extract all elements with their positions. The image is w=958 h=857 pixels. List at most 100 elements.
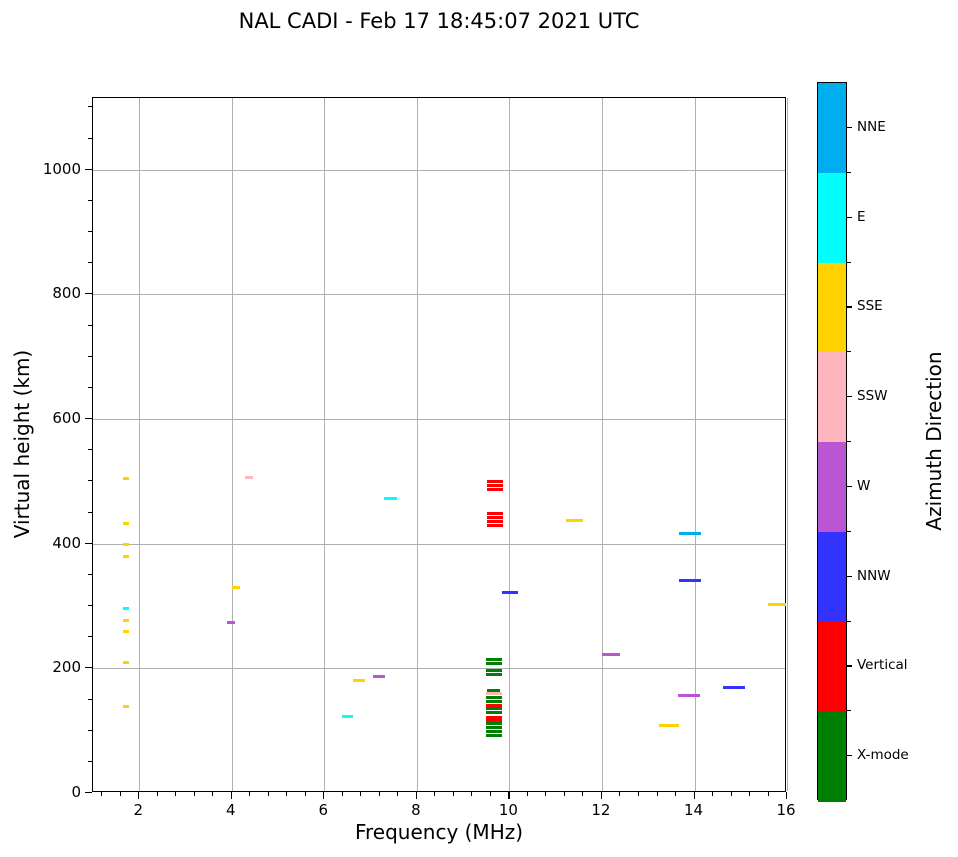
data-point — [487, 484, 504, 488]
y-minor-tick — [88, 199, 92, 201]
y-minor-tick — [88, 355, 92, 357]
data-point — [123, 555, 130, 559]
x-tick-label: 14 — [683, 801, 704, 819]
y-minor-tick — [88, 480, 92, 482]
x-minor-tick — [156, 792, 158, 796]
colorbar-boundary-tick — [847, 441, 851, 443]
data-point — [485, 722, 502, 726]
colorbar-tick — [847, 755, 852, 757]
x-tick — [508, 792, 510, 799]
data-point — [487, 511, 504, 515]
y-tick — [85, 168, 92, 170]
colorbar-tick — [847, 485, 852, 488]
data-point — [485, 699, 502, 703]
y-tick-label: 1000 — [42, 159, 81, 178]
colorbar-boundary-tick — [847, 620, 851, 622]
x-minor-tick — [304, 792, 306, 796]
data-point — [487, 688, 501, 692]
data-point — [679, 532, 702, 536]
x-minor-tick — [452, 792, 454, 796]
data-point — [678, 578, 701, 582]
y-minor-tick — [88, 106, 92, 108]
x-tick — [138, 792, 140, 799]
gridline — [139, 98, 141, 791]
data-point — [342, 714, 354, 718]
colorbar-tick — [847, 575, 852, 577]
colorbar-tick — [847, 306, 852, 308]
data-point — [123, 704, 130, 708]
data-point — [372, 674, 385, 678]
y-minor-tick — [88, 605, 92, 606]
y-minor-tick — [88, 386, 92, 388]
colorbar-tick — [847, 126, 852, 129]
x-minor-tick — [489, 792, 491, 796]
data-point — [658, 723, 679, 727]
x-minor-tick — [175, 792, 177, 796]
data-point — [486, 673, 503, 677]
y-minor-tick — [88, 729, 92, 731]
gridline — [93, 294, 785, 296]
gridline — [787, 98, 788, 791]
y-minor-tick — [88, 636, 92, 638]
data-point — [487, 519, 504, 523]
gridline — [93, 419, 785, 420]
colorbar-category-label: E — [857, 208, 866, 225]
x-minor-tick — [471, 792, 473, 796]
x-tick-label: 6 — [318, 801, 329, 819]
x-minor-tick — [378, 792, 380, 796]
colorbar-boundary-tick — [847, 530, 851, 532]
y-minor-tick — [88, 573, 92, 575]
data-point — [123, 630, 130, 634]
data-point — [486, 661, 503, 665]
data-point — [486, 669, 503, 673]
colorbar-boundary-tick — [847, 351, 851, 353]
data-point — [123, 661, 130, 665]
y-minor-tick — [88, 760, 92, 762]
x-minor-tick — [730, 792, 732, 796]
data-point — [487, 479, 504, 483]
colorbar-boundary-tick — [847, 261, 851, 263]
data-point — [485, 726, 502, 730]
x-minor-tick — [582, 792, 584, 796]
x-tick — [600, 792, 603, 799]
x-tick — [415, 792, 418, 799]
colorbar-boundary-tick — [847, 171, 851, 173]
colorbar-category-label: NNW — [857, 567, 891, 584]
colorbar-segment-vertical — [818, 621, 846, 712]
data-point — [226, 620, 235, 624]
y-axis-label: Virtual height (km) — [10, 349, 34, 539]
x-minor-tick — [360, 792, 362, 796]
data-point — [485, 707, 502, 711]
data-point — [487, 487, 504, 491]
x-minor-tick — [563, 792, 565, 796]
data-point — [487, 523, 504, 527]
gridline — [93, 668, 785, 670]
gridline — [231, 98, 233, 791]
data-point — [244, 475, 253, 479]
data-point — [485, 711, 502, 715]
data-point — [383, 497, 397, 501]
colorbar-segment-nne — [818, 83, 846, 174]
data-point — [486, 658, 503, 662]
x-minor-tick — [397, 792, 399, 796]
colorbar-tick — [847, 396, 852, 398]
x-minor-tick — [619, 792, 621, 796]
data-point — [485, 703, 502, 707]
y-minor-tick — [88, 698, 92, 700]
colorbar-segment-e — [818, 172, 846, 264]
colorbar-tick — [847, 216, 852, 218]
colorbar-category-label: SSE — [857, 298, 883, 315]
data-point — [566, 519, 584, 523]
y-tick-label: 800 — [52, 284, 81, 303]
x-minor-tick — [637, 792, 639, 796]
x-tick-label: 10 — [498, 801, 518, 819]
data-point — [123, 618, 130, 622]
data-point — [485, 692, 502, 696]
gridline — [93, 169, 785, 171]
x-tick-label: 16 — [776, 801, 796, 819]
colorbar-category-label: X-mode — [857, 747, 909, 764]
x-minor-tick — [101, 792, 103, 796]
chart-title: NAL CADI - Feb 17 18:45:07 2021 UTC — [238, 9, 640, 33]
y-tick — [85, 667, 92, 669]
x-minor-tick — [286, 792, 288, 796]
